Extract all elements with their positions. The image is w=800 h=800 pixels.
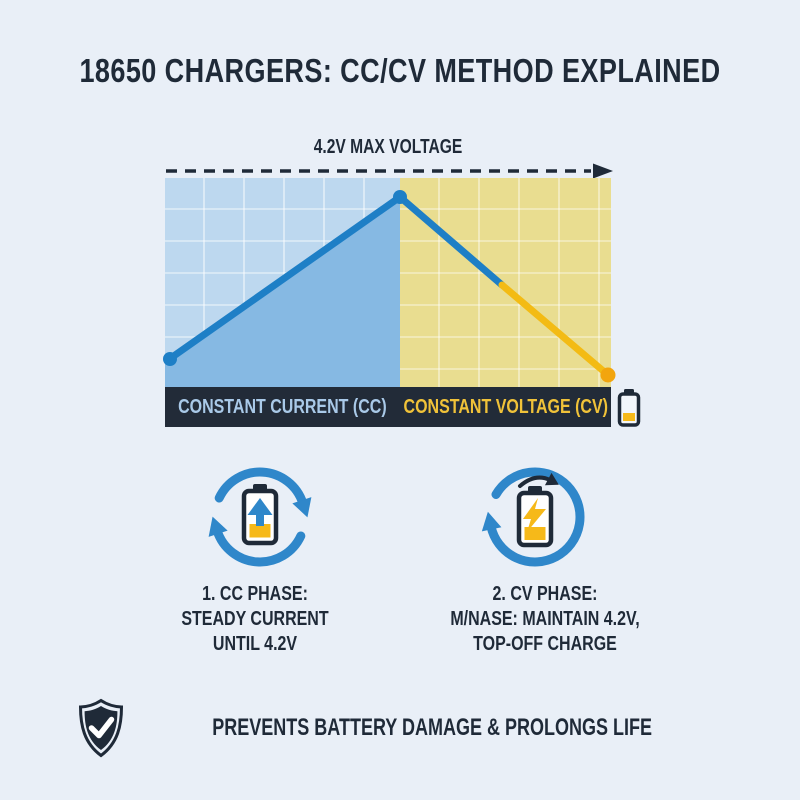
phase-label-bar: CONSTANT CURRENT (CC) CONSTANT VOLTAGE (… xyxy=(165,387,611,427)
cc-phase-cell: CONSTANT CURRENT (CC) xyxy=(165,387,400,427)
step-text-line: UNTIL 4.2V xyxy=(212,633,298,655)
step-text-line: M/NASE: MAINTAIN 4.2V, xyxy=(450,608,640,630)
page-title: 18650 CHARGERS: CC/CV METHOD EXPLAINED xyxy=(79,52,721,89)
cv-phase-label: CONSTANT VOLTAGE (CV) xyxy=(403,395,608,418)
footer-text: PREVENTS BATTERY DAMAGE & PROLONGS LIFE xyxy=(212,714,652,741)
charge-plot xyxy=(163,178,616,387)
cv-phase-cell: CONSTANT VOLTAGE (CV) xyxy=(400,387,611,427)
battery-maintain-cycle-icon xyxy=(481,467,585,567)
step-text-line: TOP-OFF CHARGE xyxy=(473,633,617,655)
footer: PREVENTS BATTERY DAMAGE & PROLONGS LIFE xyxy=(0,698,800,758)
curve-end-dot xyxy=(600,367,616,383)
step-2-text: 2. CV PHASE: M/NASE: MAINTAIN 4.2V, TOP-… xyxy=(425,582,665,657)
curve-peak-dot xyxy=(393,190,407,204)
shield-check-icon xyxy=(78,698,123,758)
battery-low-icon xyxy=(617,389,641,427)
step-text-line: STEADY CURRENT xyxy=(181,608,329,630)
cc-area-fill xyxy=(165,197,400,387)
step-text-line: 1. CC PHASE: xyxy=(202,583,308,605)
step-text-line: 2. CV PHASE: xyxy=(492,583,598,605)
max-voltage-label: 4.2V MAX VOLTAGE xyxy=(313,136,463,158)
charge-curve xyxy=(163,190,616,387)
curve-start-dot xyxy=(163,352,177,366)
max-voltage-dashed-arrow-icon xyxy=(166,163,613,179)
battery-charging-cycle-icon xyxy=(208,467,312,567)
cc-phase-label: CONSTANT CURRENT (CC) xyxy=(178,395,387,418)
curve-yellow-segment xyxy=(498,281,612,379)
step-1-text: 1. CC PHASE: STEADY CURRENT UNTIL 4.2V xyxy=(135,582,375,657)
